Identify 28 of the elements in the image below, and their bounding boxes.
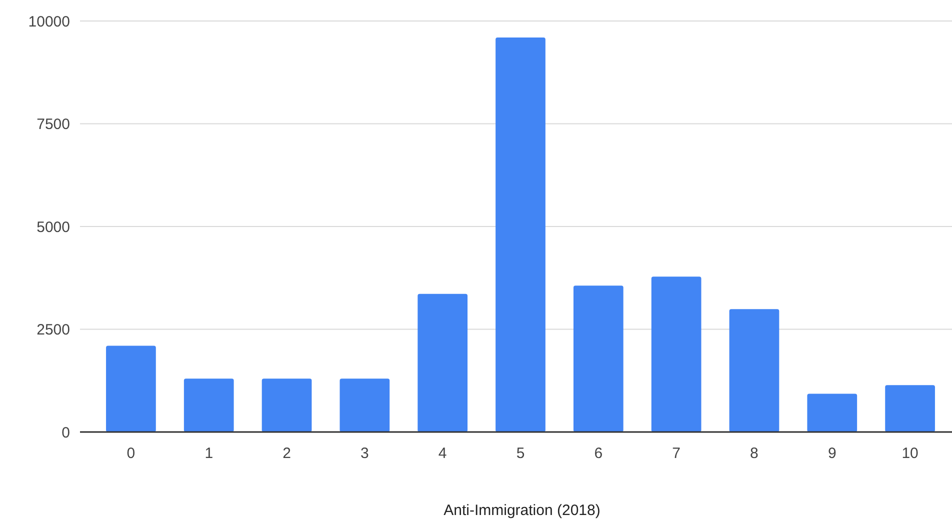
bar (184, 378, 234, 432)
x-tick-label: 3 (360, 445, 369, 462)
y-tick-label: 7500 (36, 116, 70, 133)
x-tick-label: 9 (828, 445, 836, 462)
bar (106, 346, 156, 432)
x-tick-label: 0 (126, 445, 136, 462)
y-tick-label: 2500 (36, 322, 70, 338)
x-tick-label: 7 (672, 445, 680, 462)
bar (262, 378, 312, 432)
bar (418, 294, 468, 432)
x-tick-label: 8 (750, 445, 758, 462)
x-tick-label: 1 (204, 445, 214, 462)
x-axis-title: Anti-Immigration (2018) (444, 502, 600, 519)
bar (651, 276, 702, 432)
bar (885, 385, 935, 432)
bar (729, 309, 780, 432)
bar (807, 394, 858, 432)
bar (496, 37, 546, 432)
bar (340, 378, 390, 432)
x-tick-label: 4 (438, 445, 447, 462)
y-tick-label: 5000 (36, 218, 70, 236)
bar (573, 286, 624, 432)
y-tick-label: 10000 (28, 13, 70, 30)
x-tick-label: 5 (516, 445, 525, 462)
x-tick-label: 6 (594, 445, 603, 462)
x-tick-label: 10 (902, 445, 918, 462)
x-tick-label: 2 (282, 445, 291, 462)
y-tick-label: 0 (62, 424, 70, 442)
